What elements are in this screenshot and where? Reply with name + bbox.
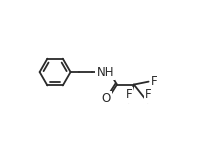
Text: O: O xyxy=(102,92,111,105)
Text: F: F xyxy=(145,88,152,102)
Text: NH: NH xyxy=(96,66,114,79)
Text: F: F xyxy=(151,75,157,88)
Text: F: F xyxy=(125,88,132,102)
